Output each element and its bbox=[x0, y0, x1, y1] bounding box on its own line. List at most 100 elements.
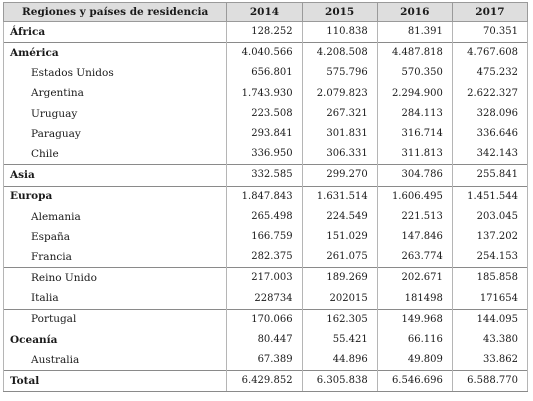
value-cell: 217.003 bbox=[226, 267, 303, 289]
value-cell: 149.968 bbox=[376, 308, 453, 330]
value-cell: 224.549 bbox=[301, 206, 378, 227]
table-row: Paraguay 293.841 301.831 316.714 336.646 bbox=[2, 123, 529, 145]
country-name: Portugal bbox=[2, 308, 228, 330]
value-cell: 221.513 bbox=[376, 206, 453, 227]
value-cell: 254.153 bbox=[451, 247, 529, 268]
value-cell: 311.813 bbox=[376, 144, 453, 165]
value-cell: 2.294.900 bbox=[376, 83, 453, 104]
table-row: Chile 336.950 306.331 311.813 342.143 bbox=[2, 144, 529, 165]
country-name: Francia bbox=[2, 247, 228, 268]
table-row: Uruguay 223.508 267.321 284.113 328.096 bbox=[2, 103, 529, 124]
value-cell: 2.079.823 bbox=[301, 83, 378, 104]
value-cell: 171654 bbox=[451, 288, 529, 310]
value-cell: 282.375 bbox=[226, 247, 303, 268]
table-row: Reino Unido 217.003 189.269 202.671 185.858 bbox=[2, 267, 529, 289]
value-cell: 70.351 bbox=[451, 20, 529, 43]
country-name: Paraguay bbox=[2, 123, 228, 145]
value-cell: 144.095 bbox=[451, 308, 529, 330]
value-cell: 4.767.608 bbox=[451, 42, 529, 64]
region-name: Europa bbox=[2, 185, 228, 207]
value-cell: 1.606.495 bbox=[376, 185, 453, 207]
value-cell: 43.380 bbox=[451, 329, 529, 350]
region-name: América bbox=[2, 42, 228, 64]
table-row: Francia 282.375 261.075 263.774 254.153 bbox=[2, 247, 529, 268]
value-cell: 328.096 bbox=[451, 103, 529, 124]
header-row: Regiones y países de residencia 2014 201… bbox=[2, 2, 529, 22]
table-row: Alemania 265.498 224.549 221.513 203.045 bbox=[2, 206, 529, 227]
value-cell: 181498 bbox=[376, 288, 453, 310]
table-row: Italia 228734 202015 181498 171654 bbox=[2, 288, 529, 310]
region-name: Oceanía bbox=[2, 329, 228, 350]
value-cell: 189.269 bbox=[301, 267, 378, 289]
value-cell: 6.305.838 bbox=[301, 370, 378, 393]
table-row: Argentina 1.743.930 2.079.823 2.294.900 2.62… bbox=[2, 83, 529, 104]
value-cell: 128.252 bbox=[226, 20, 303, 43]
value-cell: 1.743.930 bbox=[226, 83, 303, 104]
table-row: España 166.759 151.029 147.846 137.202 bbox=[2, 226, 529, 248]
value-cell: 1.847.843 bbox=[226, 185, 303, 207]
value-cell: 570.350 bbox=[376, 63, 453, 84]
value-cell: 67.389 bbox=[226, 350, 303, 371]
value-cell: 202.671 bbox=[376, 267, 453, 289]
value-cell: 44.896 bbox=[301, 350, 378, 371]
table-row: Asia 332.585 299.270 304.786 255.841 bbox=[2, 164, 529, 186]
value-cell: 110.838 bbox=[301, 20, 378, 43]
value-cell: 4.208.508 bbox=[301, 42, 378, 64]
region-name: África bbox=[2, 20, 228, 43]
value-cell: 316.714 bbox=[376, 123, 453, 145]
value-cell: 33.862 bbox=[451, 350, 529, 371]
value-cell: 80.447 bbox=[226, 329, 303, 350]
value-cell: 306.331 bbox=[301, 144, 378, 165]
value-cell: 81.391 bbox=[376, 20, 453, 43]
table-row: Oceanía 80.447 55.421 66.116 43.380 bbox=[2, 329, 529, 350]
value-cell: 66.116 bbox=[376, 329, 453, 350]
value-cell: 332.585 bbox=[226, 164, 303, 186]
header-year-2015: 2015 bbox=[301, 2, 378, 22]
value-cell: 228734 bbox=[226, 288, 303, 310]
value-cell: 656.801 bbox=[226, 63, 303, 84]
table-row: África 128.252 110.838 81.391 70.351 bbox=[2, 20, 529, 43]
value-cell: 2.622.327 bbox=[451, 83, 529, 104]
value-cell: 55.421 bbox=[301, 329, 378, 350]
value-cell: 267.321 bbox=[301, 103, 378, 124]
country-name: Reino Unido bbox=[2, 267, 228, 289]
country-name: Chile bbox=[2, 144, 228, 165]
table-row: Total 6.429.852 6.305.838 6.546.696 6.588.77… bbox=[2, 370, 529, 393]
value-cell: 342.143 bbox=[451, 144, 529, 165]
value-cell: 49.809 bbox=[376, 350, 453, 371]
table-row: Portugal 170.066 162.305 149.968 144.095 bbox=[2, 308, 529, 330]
value-cell: 166.759 bbox=[226, 226, 303, 248]
value-cell: 284.113 bbox=[376, 103, 453, 124]
header-region: Regiones y países de residencia bbox=[2, 2, 228, 22]
table-row: Estados Unidos 656.801 575.796 570.350 475.2… bbox=[2, 63, 529, 84]
value-cell: 475.232 bbox=[451, 63, 529, 84]
value-cell: 1.451.544 bbox=[451, 185, 529, 207]
value-cell: 185.858 bbox=[451, 267, 529, 289]
country-name: Argentina bbox=[2, 83, 228, 104]
table-row: Europa 1.847.843 1.631.514 1.606.495 1.451.5… bbox=[2, 185, 529, 207]
value-cell: 263.774 bbox=[376, 247, 453, 268]
value-cell: 202015 bbox=[301, 288, 378, 310]
value-cell: 4.487.818 bbox=[376, 42, 453, 64]
value-cell: 6.546.696 bbox=[376, 370, 453, 393]
value-cell: 299.270 bbox=[301, 164, 378, 186]
country-name: España bbox=[2, 226, 228, 248]
country-name: Italia bbox=[2, 288, 228, 310]
value-cell: 170.066 bbox=[226, 308, 303, 330]
value-cell: 336.646 bbox=[451, 123, 529, 145]
country-name: Uruguay bbox=[2, 103, 228, 124]
header-year-2014: 2014 bbox=[226, 2, 303, 22]
value-cell: 255.841 bbox=[451, 164, 529, 186]
residence-table: Regiones y países de residencia 2014 201… bbox=[2, 2, 529, 393]
table-body: África 128.252 110.838 81.391 70.351 América 4… bbox=[2, 20, 529, 393]
value-cell: 1.631.514 bbox=[301, 185, 378, 207]
table-row: América 4.040.566 4.208.508 4.487.818 4.767.… bbox=[2, 42, 529, 64]
value-cell: 137.202 bbox=[451, 226, 529, 248]
region-name: Asia bbox=[2, 164, 228, 186]
country-name: Alemania bbox=[2, 206, 228, 227]
value-cell: 336.950 bbox=[226, 144, 303, 165]
value-cell: 293.841 bbox=[226, 123, 303, 145]
country-name: Estados Unidos bbox=[2, 63, 228, 84]
value-cell: 6.588.770 bbox=[451, 370, 529, 393]
